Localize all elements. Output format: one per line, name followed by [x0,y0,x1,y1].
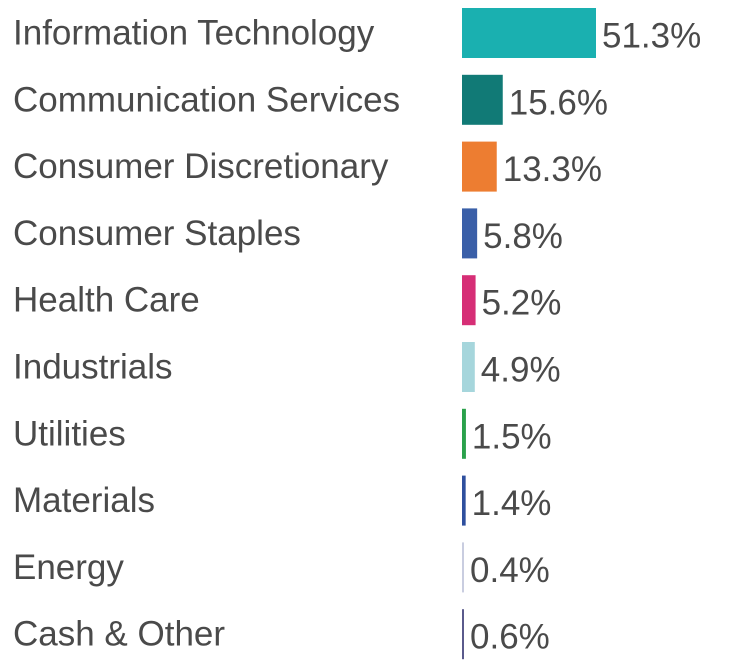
category-label: Consumer Staples [13,214,301,253]
category-label: Health Care [13,281,200,320]
category-label: Consumer Discretionary [13,147,389,186]
bar [462,609,464,660]
category-label: Communication Services [13,80,400,119]
value-label: 15.6% [509,83,608,122]
value-label: 5.8% [483,217,563,256]
bar [462,408,466,459]
category-label: Information Technology [13,14,375,53]
bar [462,542,464,593]
value-label: 5.2% [482,284,562,323]
bar [462,342,475,392]
value-label: 51.3% [602,17,701,56]
value-label: 0.4% [470,551,550,590]
value-label: 4.9% [481,351,561,390]
bars [462,8,596,660]
bar [462,208,478,259]
category-label: Materials [13,481,155,520]
bar [462,8,596,58]
category-label: Industrials [13,348,173,387]
category-labels: Information Technology Communication Serv… [13,14,400,654]
value-label: 13.3% [503,150,602,189]
category-label: Energy [13,548,124,587]
category-label: Utilities [13,414,126,453]
bar [462,475,466,526]
value-labels: 51.3% 15.6% 13.3% 5.8% 5.2% 4.9% 1.5% 1.4% 0.4% 0… [470,17,701,657]
bar [462,74,503,125]
value-label: 1.4% [472,484,552,523]
bar [462,275,476,326]
bar [462,141,497,192]
value-label: 0.6% [470,618,550,657]
category-label: Cash & Other [13,615,225,654]
value-label: 1.5% [472,417,552,456]
